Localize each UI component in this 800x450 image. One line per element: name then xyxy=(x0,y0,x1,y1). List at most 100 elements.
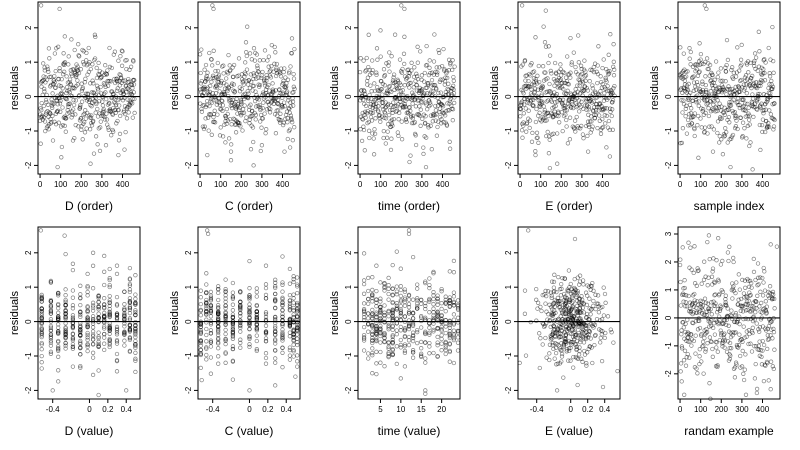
plot-frame xyxy=(197,1,301,175)
data-point xyxy=(90,305,96,310)
data-point xyxy=(549,295,554,300)
data-point xyxy=(122,312,127,317)
data-point xyxy=(224,106,229,112)
data-point xyxy=(710,149,716,154)
data-point xyxy=(431,59,437,64)
data-point xyxy=(697,325,703,331)
data-point xyxy=(748,303,753,309)
data-point xyxy=(591,69,597,75)
y-tick-label: 0 xyxy=(664,94,673,99)
data-point xyxy=(201,90,206,96)
data-point xyxy=(255,65,260,71)
data-point xyxy=(212,108,217,113)
data-point xyxy=(575,290,580,296)
data-point xyxy=(71,98,76,103)
data-point xyxy=(435,326,440,331)
data-point xyxy=(361,336,367,341)
data-point xyxy=(760,293,766,298)
data-point xyxy=(717,291,722,297)
data-point xyxy=(204,271,209,276)
data-point xyxy=(573,354,578,360)
data-point xyxy=(767,74,773,79)
data-point xyxy=(697,41,702,46)
data-point xyxy=(90,78,95,83)
data-point xyxy=(561,113,567,119)
data-point xyxy=(287,127,293,132)
data-point xyxy=(547,137,552,142)
data-point xyxy=(402,364,408,369)
data-point xyxy=(736,343,742,348)
data-point xyxy=(753,55,759,60)
data-point xyxy=(410,316,416,321)
data-point xyxy=(205,228,210,233)
data-point xyxy=(102,324,107,329)
data-point xyxy=(549,279,555,284)
data-point xyxy=(755,283,760,288)
data-point xyxy=(682,278,687,283)
data-point xyxy=(720,78,725,83)
data-point xyxy=(716,70,721,75)
data-point xyxy=(288,104,293,109)
data-point xyxy=(570,299,576,304)
data-point xyxy=(56,346,61,351)
data-point xyxy=(198,330,203,335)
data-point xyxy=(537,331,542,336)
data-point xyxy=(435,70,440,75)
data-point xyxy=(39,299,44,304)
data-point xyxy=(431,350,436,356)
data-point xyxy=(88,115,94,120)
data-point xyxy=(754,390,760,396)
data-point xyxy=(746,105,751,110)
data-point xyxy=(762,78,768,83)
data-point xyxy=(78,340,83,345)
data-point xyxy=(87,60,92,65)
data-point xyxy=(215,68,221,74)
data-point xyxy=(91,151,97,156)
data-point xyxy=(114,121,119,126)
data-point xyxy=(607,106,613,111)
data-point xyxy=(413,104,419,109)
data-point xyxy=(208,339,214,345)
data-point xyxy=(609,113,614,119)
data-point xyxy=(291,349,296,354)
data-point xyxy=(398,299,403,304)
x-tick-label: 0 xyxy=(568,405,573,414)
data-point xyxy=(540,64,546,69)
data-point xyxy=(554,92,560,97)
data-point xyxy=(366,351,371,356)
data-point xyxy=(580,132,586,137)
data-point xyxy=(380,92,385,97)
data-point xyxy=(81,62,87,67)
data-point xyxy=(387,108,393,113)
data-point xyxy=(208,295,214,300)
data-point xyxy=(751,60,756,65)
data-point xyxy=(287,353,293,358)
data-point xyxy=(385,129,390,134)
data-point xyxy=(39,325,44,331)
data-point xyxy=(278,74,284,79)
data-point xyxy=(102,269,107,274)
data-point xyxy=(60,86,65,91)
data-point xyxy=(251,71,256,76)
data-point xyxy=(57,68,62,74)
data-point xyxy=(39,294,44,299)
data-point xyxy=(765,346,770,352)
data-point xyxy=(295,309,300,314)
data-point xyxy=(443,347,448,353)
data-point xyxy=(410,330,416,335)
data-point xyxy=(746,70,751,75)
data-point xyxy=(771,366,776,372)
data-point xyxy=(62,233,67,238)
data-point xyxy=(452,100,457,106)
data-point xyxy=(601,285,606,290)
data-point xyxy=(724,130,729,135)
data-point xyxy=(707,124,712,129)
data-point xyxy=(85,283,90,289)
data-point xyxy=(394,361,399,367)
data-point xyxy=(370,299,375,304)
data-point xyxy=(50,138,56,143)
data-point xyxy=(361,291,367,296)
data-point xyxy=(254,76,259,81)
data-point xyxy=(589,119,594,124)
